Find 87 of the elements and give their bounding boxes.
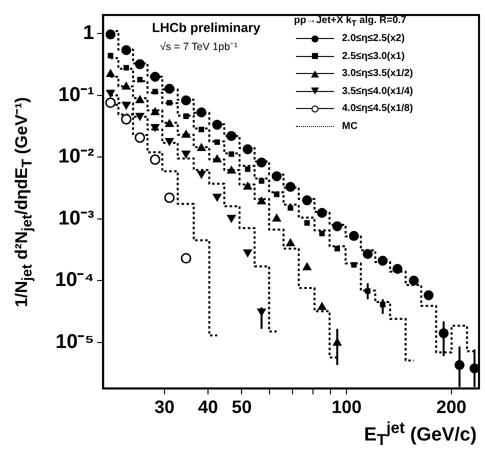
point xyxy=(152,88,158,94)
annotation: LHCb preliminary xyxy=(152,20,260,35)
y-tick-label: 10⁻³ xyxy=(58,207,94,230)
legend-label: 2.5≤η≤3.0(x1) xyxy=(342,50,405,62)
point xyxy=(424,290,434,300)
point xyxy=(183,113,189,119)
point xyxy=(165,138,174,146)
point xyxy=(137,76,143,82)
point xyxy=(227,166,236,174)
point xyxy=(272,214,282,222)
point xyxy=(166,100,172,106)
x-axis-title: E$_{T}$$^{jet}$ (GeV/c) xyxy=(364,420,477,450)
y-tick-label: 10⁻⁴ xyxy=(55,269,94,292)
point xyxy=(318,302,326,310)
point xyxy=(243,182,252,190)
point xyxy=(351,262,357,268)
point xyxy=(362,249,373,259)
legend-label: 4.0≤η≤4.5(x1/8) xyxy=(342,103,414,114)
point xyxy=(332,221,342,232)
point xyxy=(319,230,325,236)
legend-label: 3.0≤η≤3.5(x1/2) xyxy=(342,68,414,80)
point xyxy=(302,262,312,270)
x-tick-label: 50 xyxy=(232,397,252,418)
point xyxy=(212,120,222,130)
point xyxy=(122,82,131,90)
point xyxy=(256,157,267,168)
point xyxy=(123,64,129,70)
legend-label: MC xyxy=(342,120,358,132)
point xyxy=(212,154,222,162)
y-tick-label: 10⁻⁵ xyxy=(56,330,94,353)
point xyxy=(226,130,236,141)
point xyxy=(106,90,115,98)
point xyxy=(258,178,264,184)
point xyxy=(106,69,115,77)
point xyxy=(197,143,206,152)
point xyxy=(150,154,160,165)
point xyxy=(122,102,131,110)
point xyxy=(120,114,132,125)
annotation: √s = 7 TeV 1pb⁻¹ xyxy=(160,40,238,53)
point xyxy=(334,246,340,252)
point xyxy=(304,220,310,226)
point xyxy=(150,107,160,116)
point xyxy=(378,256,388,266)
legend-label: 3.5≤η≤4.0(x1/4) xyxy=(342,86,414,97)
point xyxy=(272,171,282,182)
x-tick-label: 200 xyxy=(436,397,466,418)
point xyxy=(244,166,250,172)
point xyxy=(197,170,206,179)
point xyxy=(150,124,160,132)
point xyxy=(408,276,419,286)
point xyxy=(316,208,327,218)
point xyxy=(106,29,116,40)
y-tick-label: 10⁻¹ xyxy=(58,84,94,106)
point xyxy=(121,45,132,56)
point xyxy=(134,132,146,143)
y-tick-label: 10⁻² xyxy=(58,146,94,168)
point xyxy=(134,59,145,70)
point xyxy=(214,139,220,145)
point xyxy=(257,196,266,204)
point xyxy=(135,112,144,121)
point xyxy=(165,119,174,128)
point xyxy=(196,107,206,118)
point xyxy=(392,264,402,274)
point xyxy=(182,130,190,138)
point xyxy=(150,72,160,82)
legend-label: 2.0≤η≤2.5(x2) xyxy=(342,33,405,44)
point xyxy=(243,249,252,258)
point xyxy=(135,95,144,104)
point xyxy=(164,192,175,203)
point xyxy=(302,195,312,206)
point xyxy=(182,150,190,158)
point xyxy=(105,97,116,108)
x-tick-label: 30 xyxy=(154,397,174,418)
point xyxy=(274,192,280,198)
point xyxy=(181,95,192,106)
point xyxy=(242,144,253,154)
point xyxy=(228,151,234,157)
point xyxy=(108,52,114,58)
point xyxy=(198,126,204,132)
y-tick-label: 1 xyxy=(83,22,94,44)
point xyxy=(180,253,192,264)
point xyxy=(227,214,236,223)
x-tick-label: 40 xyxy=(198,397,218,418)
legend-title: pp→Jet+X k$_{T}$ alg. R=0.7 xyxy=(294,15,408,28)
point xyxy=(212,194,222,202)
x-tick-label: 100 xyxy=(332,397,362,418)
point xyxy=(348,230,359,241)
